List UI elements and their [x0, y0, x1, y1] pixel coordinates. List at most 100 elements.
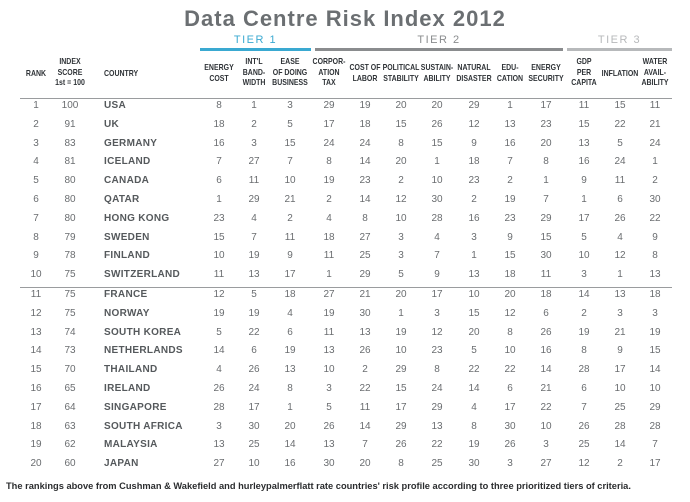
cell-education: 30	[504, 420, 516, 432]
cell-education: 26	[504, 439, 516, 451]
cell-score: 62	[64, 439, 76, 451]
cell-score: 80	[64, 212, 76, 224]
cell-education: 18	[504, 269, 516, 281]
cell-score: 78	[64, 250, 76, 262]
cell-ease: 9	[287, 250, 293, 262]
cell-education: 15	[504, 250, 516, 262]
cell-labor: 24	[359, 137, 371, 149]
cell-gdp: 26	[578, 420, 590, 432]
tier-line-3	[567, 48, 672, 51]
cell-energy-cost: 27	[213, 458, 225, 470]
cell-labor: 23	[359, 175, 371, 187]
cell-disaster: 5	[471, 345, 477, 357]
cell-rank: 6	[33, 194, 39, 205]
cell-rank: 18	[30, 420, 42, 432]
col-header-education: EDU- CATION	[496, 62, 524, 83]
cell-political: 20	[395, 100, 407, 111]
cell-water: 19	[649, 326, 661, 338]
cell-disaster: 30	[468, 458, 480, 470]
cell-score: 74	[64, 326, 76, 338]
cell-rank: 8	[33, 231, 39, 243]
cell-energy-sec: 21	[540, 383, 552, 394]
col-header-gdp: GDP PER CAPITA	[571, 56, 597, 87]
cell-disaster: 13	[468, 269, 480, 281]
cell-corp-tax: 27	[323, 289, 335, 300]
cell-energy-cost: 12	[213, 289, 225, 300]
cell-bandwidth: 6	[251, 345, 257, 357]
cell-education: 22	[504, 364, 516, 376]
cell-bandwidth: 19	[248, 250, 260, 262]
cell-bandwidth: 1	[251, 100, 257, 111]
cell-rank: 13	[30, 326, 42, 338]
cell-sustain: 28	[431, 212, 443, 224]
cell-labor: 14	[359, 194, 371, 205]
cell-water: 15	[649, 345, 661, 357]
cell-rank: 16	[30, 383, 42, 394]
cell-water: 2	[652, 175, 658, 187]
table-row: 1 100 USA 8 1 3 29 19 20 20 29 1 17 11 15 11	[0, 97, 690, 116]
col-header-score: INDEX SCORE 1st = 100	[55, 56, 85, 87]
cell-ease: 7	[287, 156, 293, 168]
cell-energy-cost: 28	[213, 401, 225, 413]
cell-disaster: 9	[471, 137, 477, 149]
cell-disaster: 1	[471, 250, 477, 262]
cell-bandwidth: 30	[248, 420, 260, 432]
cell-inflation: 9	[617, 345, 623, 357]
cell-energy-sec: 18	[540, 289, 552, 300]
country-name: CANADA	[104, 175, 150, 187]
cell-disaster: 12	[468, 118, 480, 130]
cell-energy-sec: 11	[540, 269, 552, 281]
cell-corp-tax: 11	[323, 250, 335, 262]
country-name: SOUTH AFRICA	[104, 420, 183, 432]
cell-ease: 2	[287, 212, 293, 224]
country-name: SWEDEN	[104, 231, 150, 243]
table-row: 4 81 ICELAND 7 27 7 8 14 20 1 18 7 8 16 24 1	[0, 153, 690, 172]
table-row: 19 62 MALAYSIA 13 25 14 13 7 26 22 19 26 3 25 14 7	[0, 436, 690, 455]
cell-energy-sec: 22	[540, 401, 552, 413]
tier-label-2: TIER 2	[417, 34, 461, 46]
cell-inflation: 3	[617, 307, 623, 319]
cell-corp-tax: 11	[323, 326, 335, 338]
cell-education: 17	[504, 401, 516, 413]
cell-score: 80	[64, 194, 76, 205]
cell-labor: 29	[359, 269, 371, 281]
cell-disaster: 18	[468, 156, 480, 168]
cell-gdp: 2	[581, 307, 587, 319]
cell-education: 19	[504, 194, 516, 205]
cell-water: 3	[652, 307, 658, 319]
col-header-energy-sec: ENERGY SECURITY	[528, 62, 564, 83]
cell-disaster: 29	[468, 100, 480, 111]
cell-water: 1	[652, 156, 658, 168]
table-row: 3 83 GERMANY 16 3 15 24 24 8 15 9 16 20 13 5 24	[0, 135, 690, 154]
cell-labor: 25	[359, 250, 371, 262]
cell-energy-sec: 1	[543, 175, 549, 187]
cell-ease: 17	[284, 269, 296, 281]
cell-water: 13	[649, 269, 661, 281]
cell-gdp: 13	[578, 137, 590, 149]
cell-water: 7	[652, 439, 658, 451]
cell-bandwidth: 7	[251, 231, 257, 243]
cell-water: 28	[649, 420, 661, 432]
cell-water: 10	[649, 383, 661, 394]
tier-line-1	[200, 48, 311, 51]
cell-sustain: 7	[434, 250, 440, 262]
cell-political: 3	[398, 250, 404, 262]
table-row: 11 75 FRANCE 12 5 18 27 21 20 17 10 20 18 14 13 18	[0, 286, 690, 305]
cell-political: 12	[395, 194, 407, 205]
cell-energy-cost: 8	[216, 100, 222, 111]
cell-ease: 8	[287, 383, 293, 394]
cell-gdp: 19	[578, 326, 590, 338]
cell-inflation: 5	[617, 137, 623, 149]
col-header-sustain: SUSTAIN- ABILITY	[420, 62, 454, 83]
cell-bandwidth: 25	[248, 439, 260, 451]
cell-inflation: 2	[617, 458, 623, 470]
table-row: 5 80 CANADA 6 11 10 19 23 2 10 23 2 1 9 11 2	[0, 172, 690, 191]
cell-water: 17	[649, 458, 661, 470]
cell-disaster: 23	[468, 175, 480, 187]
cell-energy-sec: 26	[540, 326, 552, 338]
col-header-labor: COST OF LABOR	[349, 62, 381, 83]
cell-bandwidth: 10	[248, 458, 260, 470]
cell-labor: 21	[359, 289, 371, 300]
cell-labor: 13	[359, 326, 371, 338]
cell-energy-cost: 19	[213, 307, 225, 319]
